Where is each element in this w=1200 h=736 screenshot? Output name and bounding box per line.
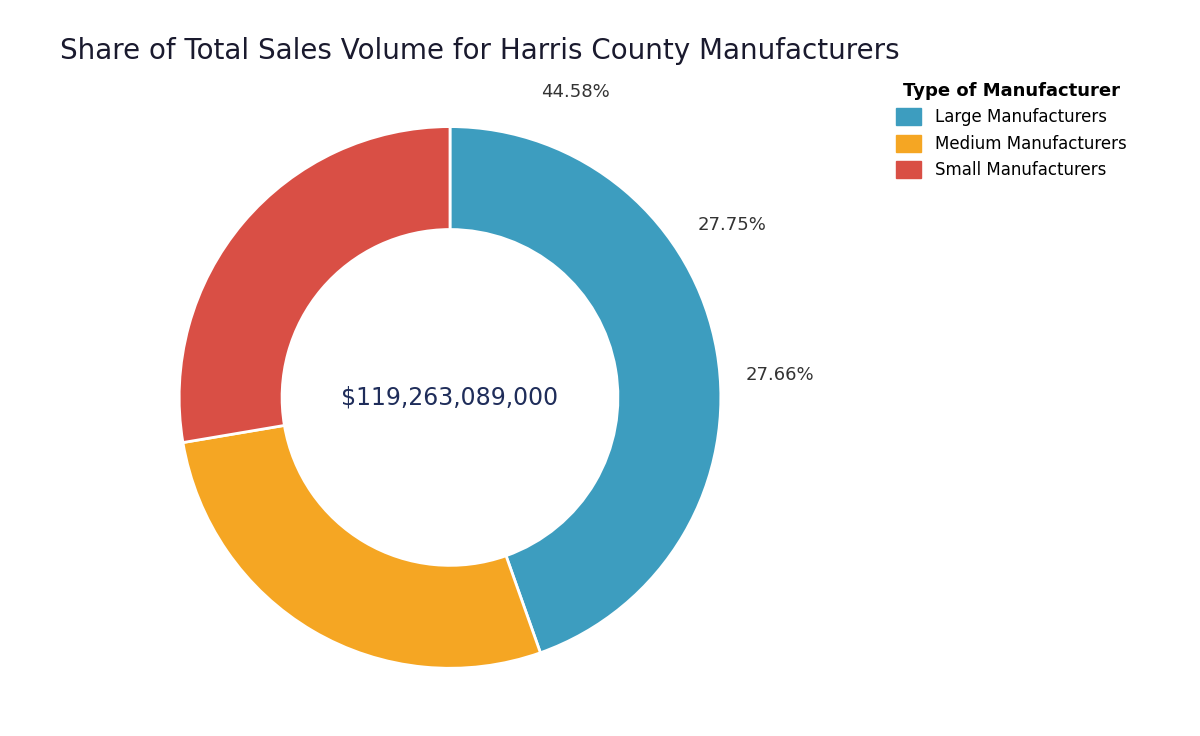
Wedge shape [182, 425, 540, 668]
Text: 27.66%: 27.66% [745, 367, 814, 384]
Text: $119,263,089,000: $119,263,089,000 [342, 386, 558, 409]
Wedge shape [450, 127, 721, 653]
Wedge shape [179, 127, 450, 442]
Legend: Large Manufacturers, Medium Manufacturers, Small Manufacturers: Large Manufacturers, Medium Manufacturer… [896, 82, 1127, 180]
Text: Share of Total Sales Volume for Harris County Manufacturers: Share of Total Sales Volume for Harris C… [60, 37, 900, 65]
Text: 44.58%: 44.58% [541, 82, 610, 101]
Text: 27.75%: 27.75% [697, 216, 766, 233]
